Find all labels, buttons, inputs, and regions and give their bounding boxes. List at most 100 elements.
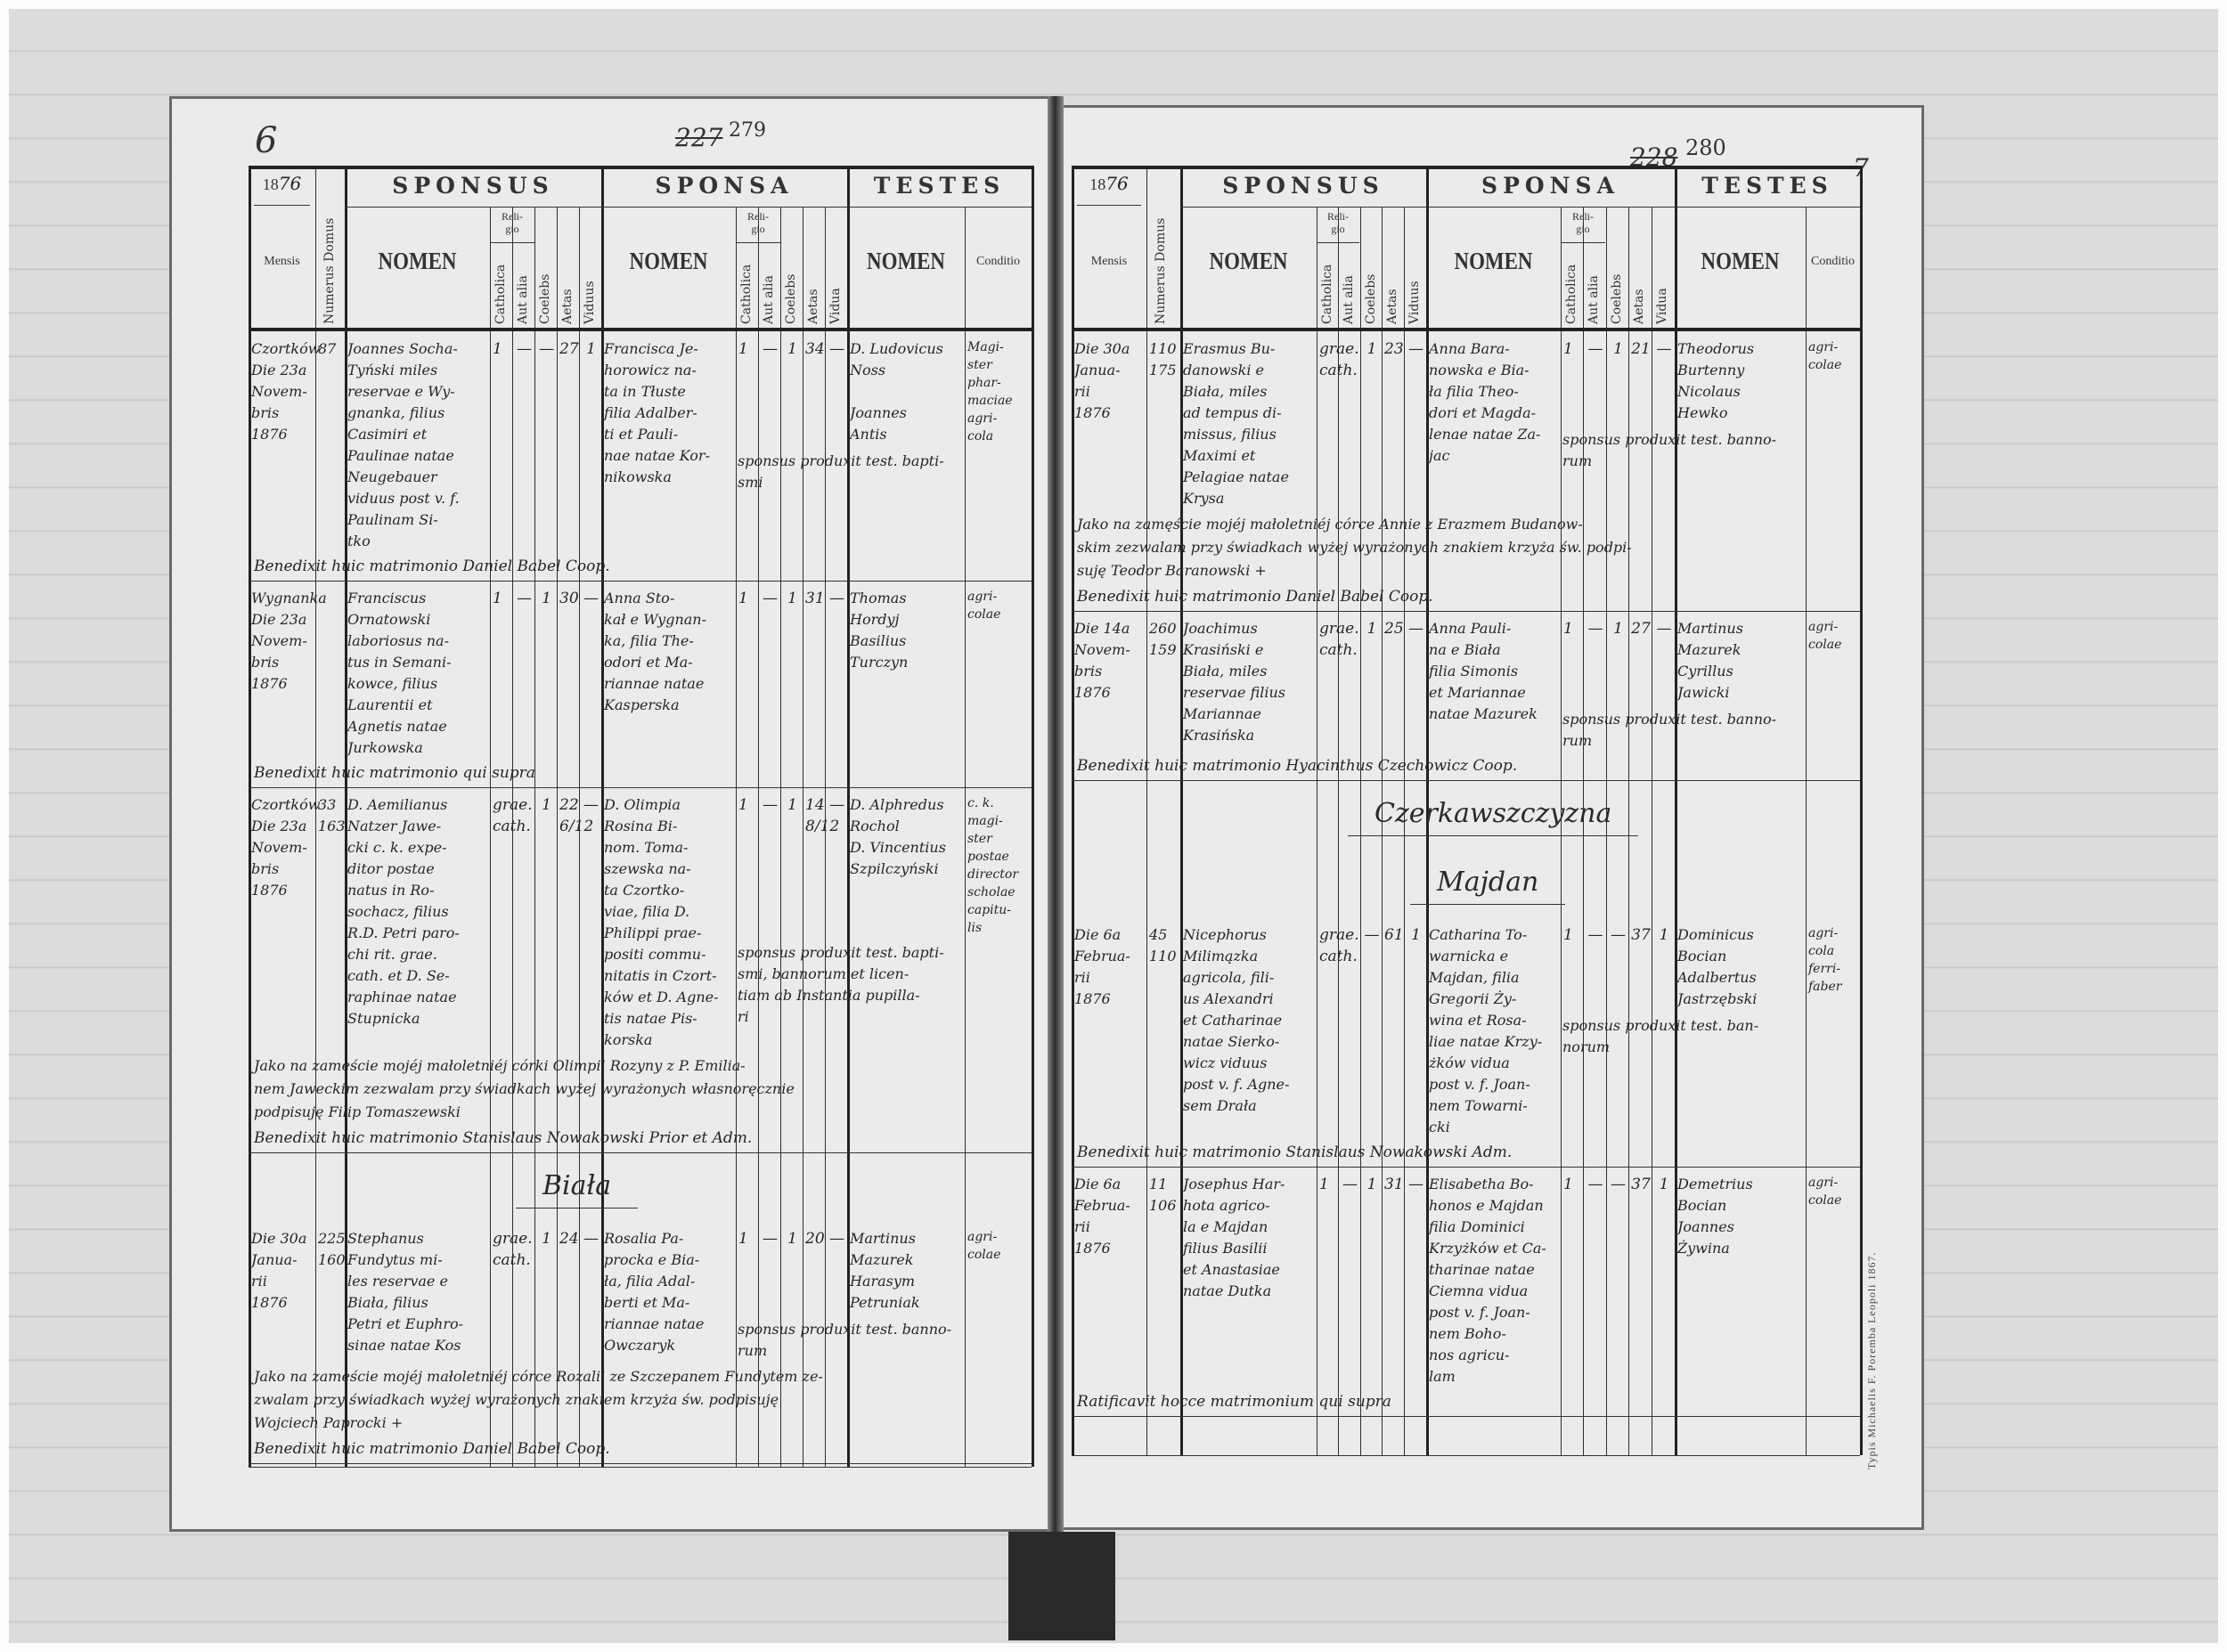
religio-header: Reli- gio <box>747 210 769 235</box>
entry-note: sponsus produxit test. bapti- smi, banno… <box>738 944 944 1025</box>
nomen-header: NOMEN <box>1454 248 1533 274</box>
testes-title: TESTES <box>1701 173 1833 199</box>
entry-sponsa-nomen: Rosalia Pa- procka e Bia- ła, filia Adal… <box>604 1230 705 1354</box>
place-heading: Majdan <box>1410 865 1566 905</box>
entry-testes-conditio: agri- colae <box>1808 620 1842 652</box>
column-rule <box>1806 207 1807 1455</box>
entry-domus: 225 160 <box>318 1230 346 1268</box>
column-rule <box>965 207 966 1467</box>
book-spine <box>1008 1532 1115 1640</box>
year-header: 1876 <box>252 173 312 194</box>
entry-sponsa-vidua: — <box>829 1230 844 1248</box>
column-rule <box>579 207 580 1467</box>
consent-statement: Jako na zamęście mojéj małoletniéj córki… <box>254 1057 795 1120</box>
column-rule <box>1360 207 1361 1455</box>
aut-alia-header: Aut alia <box>1587 275 1601 324</box>
aetas-header: Aetas <box>1632 289 1646 324</box>
entry-sponsa-coelebs: 1 <box>787 590 797 607</box>
entry-testes-conditio: agri- colae <box>967 1230 1001 1262</box>
benediction-line: Ratificavit hocce matrimonium qui supra <box>1077 1393 1391 1411</box>
sponsus-title: SPONSUS <box>1222 173 1384 199</box>
entry-sponsa-catholica: 1 <box>738 340 748 358</box>
entry-domus: 45 110 <box>1149 926 1177 964</box>
year-underline <box>1077 205 1141 206</box>
entry-sponsus-aetas: 25 <box>1384 620 1404 638</box>
folio-left: 6 <box>255 120 278 161</box>
entry-sponsus-catholica: 1 <box>493 340 502 358</box>
entry-sponsa-catholica: 1 <box>738 1230 748 1248</box>
entry-sponsa-aetas: 37 <box>1631 926 1651 944</box>
page-number-right: 280 <box>1685 135 1726 160</box>
entry-sponsa-catholica: 1 <box>738 796 748 814</box>
column-rule <box>1561 207 1562 1455</box>
entry-sponsa-coelebs: 1 <box>787 340 797 358</box>
aetas-header: Aetas <box>560 289 575 324</box>
entry-sponsus-coelebs: 1 <box>542 590 551 607</box>
sponsa-title: SPONSA <box>1481 173 1619 199</box>
entry-sponsa-vidua: 1 <box>1659 926 1669 944</box>
entry-testes-nomen: Martinus Mazurek Cyrillus Jawicki <box>1677 620 1743 701</box>
table-top-rule <box>249 166 1032 169</box>
religio-rule <box>1317 242 1359 243</box>
entry-separator <box>249 787 1032 788</box>
header-bottom-rule <box>249 328 1032 331</box>
column-rule <box>1583 207 1584 1455</box>
book-gutter <box>1048 96 1064 1539</box>
benediction-line: Benedixit huic matrimonio Daniel Babel C… <box>254 1440 610 1458</box>
column-rule <box>847 166 850 1467</box>
entry-sponsa-coelebs: — <box>1611 926 1626 944</box>
entry-sponsus-aetas: 23 <box>1384 340 1404 358</box>
entry-sponsa-aut-alia: — <box>1587 1176 1603 1193</box>
entry-sponsus-viduus: — <box>1408 1176 1423 1193</box>
entry-sponsus-coelebs: — <box>1364 926 1380 944</box>
entry-domus: 110 175 <box>1149 340 1177 378</box>
entry-sponsa-nomen: Catharina To- warnicka e Majdan, filia G… <box>1429 926 1543 1135</box>
entry-sponsa-nomen: Anna Pauli- na e Biała filia Simonis et … <box>1429 620 1538 722</box>
old-page-number-left: 227 <box>675 123 723 152</box>
nomen-header: NOMEN <box>1701 248 1780 274</box>
entry-sponsus-coelebs: 1 <box>542 1230 551 1248</box>
year-handwritten: 76 <box>278 173 302 194</box>
entry-separator <box>1072 1416 1860 1417</box>
entry-sponsus-catholica: grae. cath. <box>493 796 533 835</box>
benediction-line: Benedixit huic matrimonio Stanislaus Now… <box>254 1129 753 1147</box>
entry-sponsa-catholica: 1 <box>1563 620 1573 638</box>
entry-sponsus-coelebs: — <box>539 340 554 358</box>
entry-sponsa-aut-alia: — <box>763 1230 778 1248</box>
entry-testes-conditio: Magi- ster phar- maciae agri- cola <box>967 340 1013 444</box>
entry-sponsa-coelebs: 1 <box>1613 620 1623 638</box>
religio-rule <box>490 242 534 243</box>
column-rule <box>557 207 558 1467</box>
viduus-header: Viduus <box>583 281 597 324</box>
register-entry: Czortków Die 23a Novem- bris 1876 33 163 D… <box>249 791 1032 1147</box>
entry-testes-nomen: Demetrius Bocian Joannes Żywina <box>1677 1176 1753 1257</box>
entry-sponsus-viduus: — <box>1408 620 1423 638</box>
printer-imprint: Typis Michaelis F. Poremba Leopoli 1867. <box>1865 1251 1878 1469</box>
entry-sponsus-catholica: grae. cath. <box>1319 340 1359 379</box>
entry-sponsus-catholica: 1 <box>493 590 502 607</box>
entry-sponsa-catholica: 1 <box>1563 340 1573 358</box>
entry-sponsus-coelebs: 1 <box>1366 1176 1377 1193</box>
table-bottom-rule <box>1072 1455 1860 1456</box>
entry-sponsus-viduus: 1 <box>586 340 596 358</box>
entry-separator <box>249 1463 1032 1464</box>
entry-mensis: Wygnanka Die 23a Novem- bris 1876 <box>251 590 327 692</box>
mensis-header: Mensis <box>1090 255 1128 268</box>
entry-sponsus-nomen: D. Aemilianus Natzer Jawe- cki c. k. exp… <box>347 796 460 1027</box>
entry-domus: 260 159 <box>1149 620 1177 658</box>
register-entry: Wygnanka Die 23a Novem- bris 1876 Francis… <box>249 584 1032 782</box>
column-rule <box>1146 166 1147 1455</box>
column-rule <box>1404 207 1405 1455</box>
coelebs-header: Coelebs <box>1364 273 1378 324</box>
entry-sponsus-viduus: — <box>583 590 599 607</box>
entry-sponsus-catholica: grae. cath. <box>1319 926 1359 965</box>
nomen-header: NOMEN <box>378 248 457 274</box>
entry-testes-conditio: agri- colae <box>967 590 1001 622</box>
column-rule <box>1180 166 1183 1455</box>
entry-sponsus-coelebs: 1 <box>542 796 551 814</box>
year-printed: 18 <box>262 175 279 193</box>
left-page <box>169 96 1053 1532</box>
aetas-header: Aetas <box>806 289 820 324</box>
year-handwritten: 76 <box>1105 173 1129 194</box>
entry-sponsa-aetas: 20 <box>805 1230 825 1248</box>
